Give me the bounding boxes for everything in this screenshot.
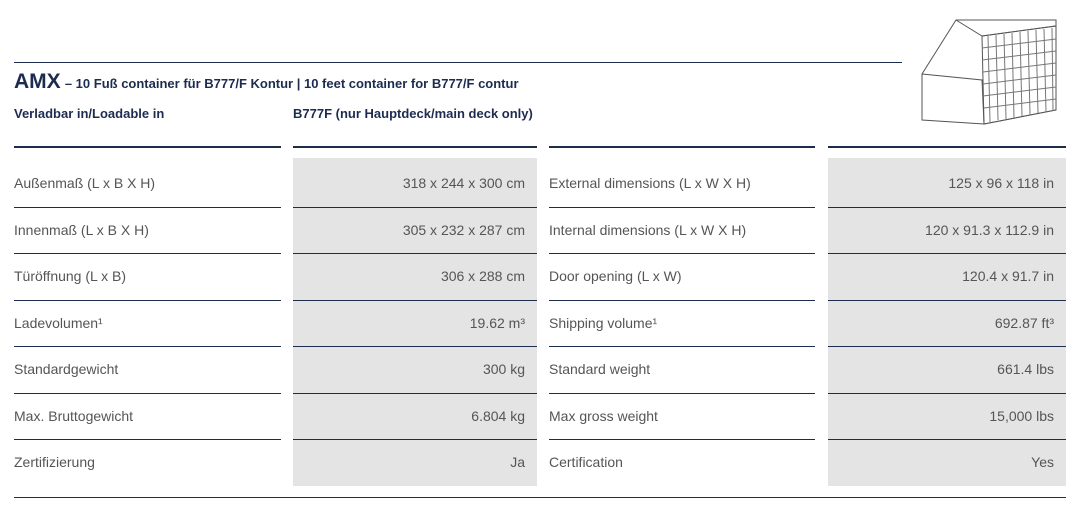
row-rule — [828, 439, 1066, 440]
row-rule — [293, 299, 537, 301]
value-cell: 15,000 lbs — [989, 407, 1054, 424]
column-rule — [293, 146, 537, 148]
row-rule — [549, 299, 815, 301]
row-rule — [293, 392, 537, 394]
bottom-rule — [14, 497, 1066, 498]
label-cell: Shipping volume¹ — [549, 314, 658, 331]
value-cell: 125 x 96 x 118 in — [948, 175, 1054, 191]
container-icon — [921, 19, 1057, 125]
row-rule — [549, 439, 815, 440]
column-rule — [828, 146, 1066, 148]
row-rule — [14, 299, 281, 301]
row-rule — [828, 392, 1066, 394]
row-rule — [14, 253, 281, 254]
header-rule — [14, 62, 902, 63]
row-rule — [293, 206, 537, 208]
value-cell: Yes — [1031, 454, 1054, 470]
value-cell: 300 kg — [482, 361, 525, 377]
label-cell: Certification — [549, 454, 623, 470]
column-rule — [549, 146, 815, 148]
label-cell: Door opening (L x W) — [549, 268, 682, 284]
row-rule — [828, 253, 1066, 254]
title-line: AMX – 10 Fuß container für B777/F Kontur… — [14, 70, 519, 94]
row-rule — [293, 439, 537, 440]
row-rule — [14, 206, 281, 208]
label-cell: Ladevolumen¹ — [14, 314, 103, 331]
loadable-value: B777F (nur Hauptdeck/main deck only) — [293, 106, 533, 121]
value-cell: 6.804 kg — [471, 407, 525, 424]
row-rule — [14, 392, 281, 394]
label-cell: Internal dimensions (L x W X H) — [549, 221, 747, 238]
loadable-label: Verladbar in/Loadable in — [14, 106, 165, 121]
label-cell: Zertifizierung — [14, 454, 95, 470]
value-cell: 120.4 x 91.7 in — [962, 268, 1054, 284]
label-cell: Außenmaß (L x B X H) — [14, 175, 156, 191]
value-bg — [293, 158, 537, 486]
label-cell: Max gross weight — [549, 407, 658, 424]
value-cell: 318 x 244 x 300 cm — [402, 175, 525, 191]
row-rule — [549, 253, 815, 254]
title: AMX — [14, 70, 61, 93]
value-cell: 661.4 lbs — [997, 361, 1054, 377]
value-cell: 692.87 ft³ — [994, 314, 1054, 331]
row-rule — [549, 346, 815, 347]
value-cell: 19.62 m³ — [469, 314, 525, 331]
label-cell: Innenmaß (L x B X H) — [14, 221, 149, 238]
value-cell: Ja — [510, 454, 525, 470]
label-cell: Standardgewicht — [14, 361, 119, 377]
row-rule — [828, 346, 1066, 347]
row-rule — [549, 392, 815, 394]
row-rule — [14, 439, 281, 440]
row-rule — [549, 206, 815, 208]
column-rule — [14, 146, 281, 148]
label-cell: Türöffnung (L x B) — [14, 268, 127, 284]
value-cell: 120 x 91.3 x 112.9 in — [925, 221, 1054, 238]
row-rule — [828, 206, 1066, 208]
value-cell: 306 x 288 cm — [440, 268, 525, 284]
label-cell: Standard weight — [549, 361, 651, 377]
row-rule — [14, 346, 281, 347]
row-rule — [828, 299, 1066, 301]
row-rule — [293, 346, 537, 347]
value-bg — [828, 158, 1066, 486]
row-rule — [293, 253, 537, 254]
label-cell: External dimensions (L x W X H) — [549, 175, 751, 191]
subtitle: – 10 Fuß container für B777/F Kontur | 1… — [64, 76, 519, 91]
label-cell: Max. Bruttogewicht — [14, 407, 134, 424]
value-cell: 305 x 232 x 287 cm — [402, 221, 525, 238]
